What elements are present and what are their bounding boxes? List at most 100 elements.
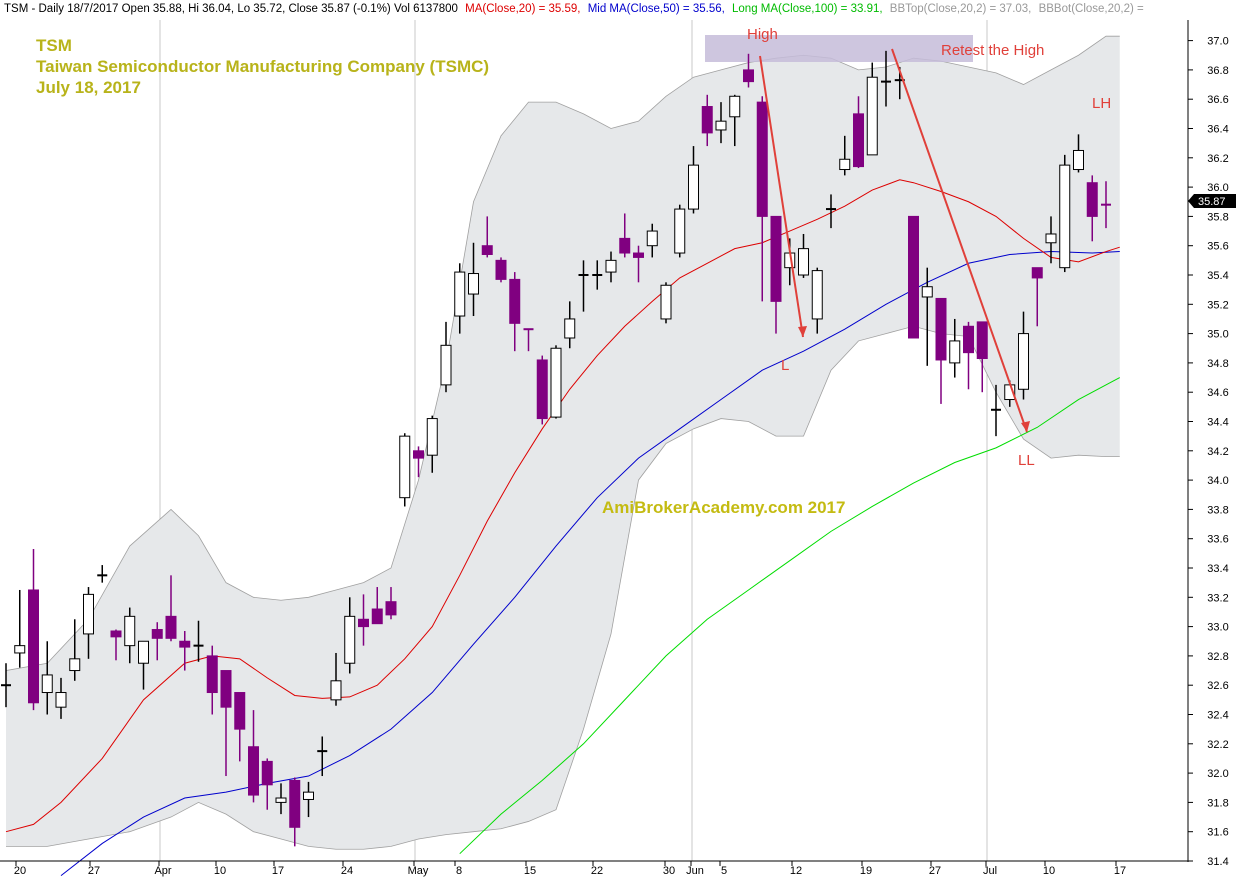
candle-body xyxy=(1059,164,1071,269)
candle xyxy=(523,328,534,352)
y-tick-label: 36.4 xyxy=(1207,124,1228,136)
candle xyxy=(798,233,809,278)
candle-body xyxy=(756,101,768,217)
y-tick-label: 35.2 xyxy=(1207,299,1228,311)
y-tick-label: 35.8 xyxy=(1207,211,1228,223)
candlesticks xyxy=(1,50,1111,847)
candle-body xyxy=(811,270,823,320)
x-tick-label: 5 xyxy=(721,865,727,877)
candle-body xyxy=(83,593,94,635)
candle xyxy=(303,781,314,818)
candle xyxy=(949,318,961,378)
y-tick-label: 32.4 xyxy=(1207,710,1228,722)
candle-body xyxy=(289,779,301,828)
y-tick-label: 31.4 xyxy=(1207,856,1228,868)
candle-body xyxy=(646,230,658,247)
candle xyxy=(1,663,11,708)
x-tick-label: 15 xyxy=(524,865,536,877)
x-tick-label: 19 xyxy=(860,865,872,877)
y-tick-label: 32.0 xyxy=(1207,768,1228,780)
candle xyxy=(853,96,864,169)
x-axis-ticks: 20 27 Apr 10 17 24 May 8 15 22 30 Jun 5 12 19 27 Jul 10 17 xyxy=(14,861,1126,877)
high-to-l-arrowhead xyxy=(798,326,807,337)
candle-body xyxy=(509,278,521,324)
candle xyxy=(14,589,26,668)
candle xyxy=(413,446,424,478)
candle-body xyxy=(261,760,273,786)
candle-body xyxy=(853,113,864,168)
annotation-retest: Retest the High xyxy=(941,42,1044,59)
candle xyxy=(83,587,94,659)
y-tick-label: 32.2 xyxy=(1207,739,1228,751)
candle-body xyxy=(138,640,149,664)
y-tick-label: 31.8 xyxy=(1207,797,1228,809)
candle xyxy=(963,321,974,390)
candle-body xyxy=(949,340,961,364)
candle xyxy=(41,641,53,715)
candle-body xyxy=(564,318,576,339)
candle-body xyxy=(715,120,727,131)
candle-body xyxy=(536,359,548,420)
candle xyxy=(646,223,658,258)
candle xyxy=(701,94,713,147)
candle xyxy=(1031,267,1043,327)
candle xyxy=(536,355,548,425)
y-axis-ticks: 31.4 31.6 31.8 32.0 32.2 32.4 32.6 32.8 33.0 33.2… xyxy=(1188,36,1229,868)
candle xyxy=(1073,134,1084,173)
annotation-ll: LL xyxy=(1018,452,1035,469)
legend-symbol-info: TSM - Daily 18/7/2017 Open 35.88, Hi 36.… xyxy=(4,3,458,15)
last-price-label: 35.87 xyxy=(1198,196,1226,208)
y-tick-label: 34.8 xyxy=(1207,358,1228,370)
candle-body xyxy=(1031,267,1043,279)
candle xyxy=(1045,216,1057,264)
candle-body xyxy=(440,344,452,386)
trend-arrows xyxy=(759,48,1030,433)
candle-body xyxy=(358,618,369,628)
y-tick-label: 32.8 xyxy=(1207,651,1228,663)
y-tick-label: 33.2 xyxy=(1207,592,1228,604)
candle xyxy=(605,251,617,283)
candle xyxy=(495,257,507,283)
y-tick-label: 33.8 xyxy=(1207,504,1228,516)
y-tick-label: 36.6 xyxy=(1207,94,1228,106)
candle xyxy=(935,297,947,404)
legend-line: TSM - Daily 18/7/2017 Open 35.88, Hi 36.… xyxy=(4,3,1144,15)
x-tick-label: Apr xyxy=(154,865,171,877)
legend-ma50: Mid MA(Close,50) = 35.56, xyxy=(588,3,725,15)
candle xyxy=(756,96,768,302)
candle-body xyxy=(14,645,26,654)
high-resistance-zone xyxy=(705,35,973,62)
candle-body xyxy=(69,658,81,672)
legend-ma100: Long MA(Close,100) = 33.91, xyxy=(732,3,883,15)
y-tick-label: 34.4 xyxy=(1207,417,1228,429)
candle-body xyxy=(839,158,851,171)
x-tick-label: 22 xyxy=(591,865,603,877)
candle-body xyxy=(41,674,53,694)
candle-body xyxy=(1073,149,1084,171)
candle xyxy=(908,215,919,339)
candle-body xyxy=(688,164,699,210)
candle xyxy=(165,575,177,642)
candle-body xyxy=(55,692,67,708)
candle xyxy=(881,50,891,107)
chart-title-ticker: TSM xyxy=(36,36,72,55)
candle xyxy=(69,619,81,681)
candle xyxy=(866,62,878,156)
candle-body xyxy=(385,601,397,616)
candle xyxy=(715,102,727,144)
candle xyxy=(399,433,411,507)
candle-body xyxy=(1018,333,1029,390)
candle-body xyxy=(908,215,919,339)
ma50-line xyxy=(60,251,1120,877)
y-tick-label: 33.6 xyxy=(1207,534,1228,546)
candle xyxy=(564,301,576,349)
candle-body xyxy=(124,615,136,647)
y-tick-label: 33.0 xyxy=(1207,622,1228,634)
x-tick-label: 10 xyxy=(214,865,226,877)
legend-bbbot: BBBot(Close,20,2) = xyxy=(1039,3,1144,15)
candle xyxy=(811,267,823,334)
candle xyxy=(179,630,191,671)
candle xyxy=(28,548,39,711)
candle-body xyxy=(220,670,232,708)
candle xyxy=(550,345,562,419)
